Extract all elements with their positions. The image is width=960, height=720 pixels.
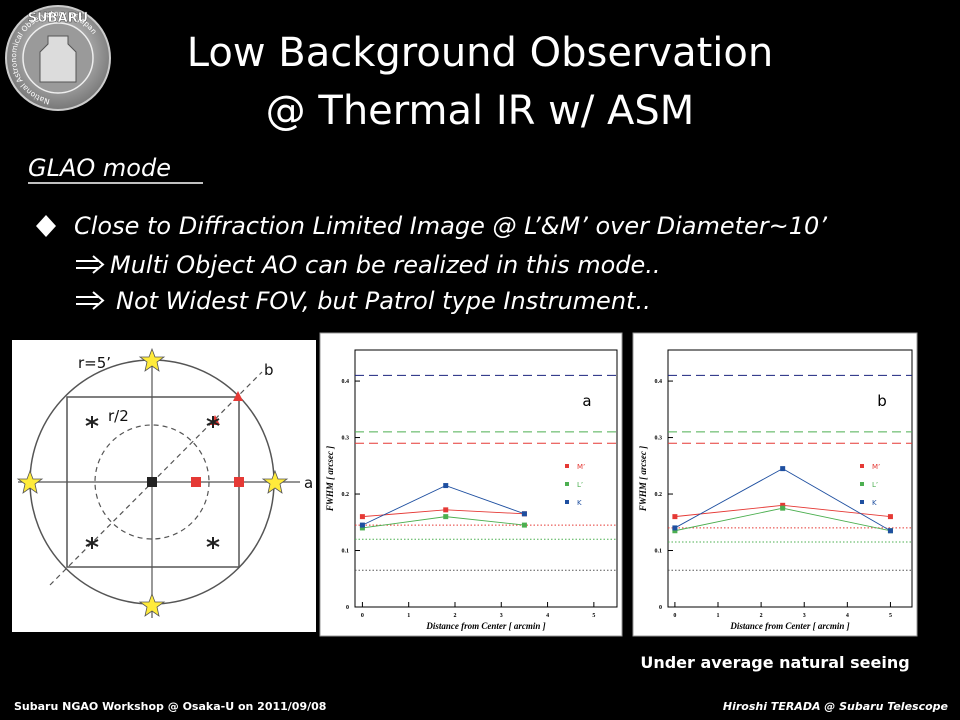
point bbox=[672, 525, 678, 531]
point bbox=[780, 502, 786, 508]
caption: Under average natural seeing bbox=[640, 653, 909, 672]
field-diagram: r=5’ b r/2 a bbox=[12, 340, 316, 632]
title-line: Low Background Observation bbox=[187, 30, 773, 76]
implies-arrow bbox=[76, 291, 105, 310]
stars bbox=[16, 347, 289, 617]
y-axis-label: FWHM [ arcsec ] bbox=[638, 446, 648, 512]
point bbox=[780, 505, 786, 511]
legend-label: L’ bbox=[577, 481, 583, 489]
y-tick-label: 0 bbox=[346, 605, 349, 611]
bullet: Multi Object AO can be realized in this … bbox=[110, 251, 661, 279]
y-tick-label: 0.4 bbox=[655, 379, 663, 385]
star bbox=[138, 347, 166, 372]
footer-left: Subaru NGAO Workshop @ Osaka-U on 2011/0… bbox=[14, 700, 326, 713]
y-tick-label: 0 bbox=[659, 605, 662, 611]
legend-swatch bbox=[565, 500, 569, 504]
y-tick-label: 0.3 bbox=[342, 436, 350, 442]
x-tick-label: 0 bbox=[361, 613, 364, 619]
bullet: Not Widest FOV, but Patrol type Instrume… bbox=[116, 287, 651, 315]
point bbox=[521, 511, 527, 517]
diagram-label: r=5’ bbox=[78, 354, 111, 372]
chart: 0 0.1 0.2 0.3 0.4 0 1 2 3 4 5 Distance from Center … bbox=[319, 332, 623, 637]
point bbox=[672, 528, 678, 534]
section-heading: GLAO mode bbox=[28, 154, 171, 182]
chart-panel bbox=[632, 332, 918, 637]
point bbox=[443, 507, 449, 513]
legend-swatch bbox=[860, 482, 864, 486]
x-tick-label: 5 bbox=[592, 613, 595, 619]
plot-frame bbox=[354, 349, 618, 608]
x-tick-label: 2 bbox=[453, 613, 456, 619]
star bbox=[138, 592, 166, 617]
marker bbox=[191, 477, 201, 487]
x-tick-label: 3 bbox=[500, 613, 503, 619]
y-tick-label: 0.4 bbox=[342, 379, 350, 385]
legend-swatch bbox=[860, 500, 864, 504]
point bbox=[887, 514, 893, 520]
chart: 0 0.1 0.2 0.3 0.4 0 1 2 3 4 5 Distance from Center … bbox=[632, 332, 918, 637]
chart-panel bbox=[319, 332, 623, 637]
x-tick-label: 4 bbox=[546, 613, 549, 619]
point bbox=[672, 514, 678, 520]
asterisks bbox=[85, 416, 220, 549]
point bbox=[359, 522, 365, 528]
y-tick-label: 0.1 bbox=[655, 549, 663, 555]
diagram-panel bbox=[12, 340, 316, 632]
x-tick-label: 0 bbox=[673, 613, 676, 619]
diagram-label: r/2 bbox=[108, 407, 129, 425]
panel-label: a bbox=[582, 392, 591, 410]
legend-label: K bbox=[872, 499, 877, 507]
logo-building bbox=[39, 35, 77, 83]
y-axis-label: FWHM [ arcsec ] bbox=[325, 446, 335, 512]
y-tick-label: 0.2 bbox=[342, 492, 350, 498]
legend-swatch bbox=[565, 482, 569, 486]
diagram-label: b bbox=[264, 361, 274, 379]
x-tick-label: 2 bbox=[760, 613, 763, 619]
point bbox=[359, 525, 365, 531]
x-tick-label: 5 bbox=[889, 613, 892, 619]
legend-swatch bbox=[565, 464, 569, 468]
legend-label: K bbox=[577, 499, 582, 507]
legend-label: M’ bbox=[872, 463, 880, 471]
x-tick-label: 4 bbox=[846, 613, 849, 619]
title-line: @ Thermal IR w/ ASM bbox=[266, 88, 695, 134]
marker bbox=[234, 477, 244, 487]
point bbox=[887, 528, 893, 534]
center-marker bbox=[147, 477, 157, 487]
x-axis-label: Distance from Center [ arcmin ] bbox=[425, 621, 545, 631]
implies-arrow bbox=[76, 255, 105, 274]
legend-swatch bbox=[860, 464, 864, 468]
marker bbox=[233, 391, 243, 401]
x-tick-label: 1 bbox=[407, 613, 410, 619]
legend-label: M’ bbox=[577, 463, 585, 471]
x-tick-label: 3 bbox=[803, 613, 806, 619]
x-axis-label: Distance from Center [ arcmin ] bbox=[729, 621, 849, 631]
point bbox=[359, 514, 365, 520]
y-tick-label: 0.1 bbox=[342, 549, 350, 555]
point bbox=[521, 522, 527, 528]
bullet: Close to Diffraction Limited Image @ L’&… bbox=[74, 212, 827, 240]
point bbox=[443, 514, 449, 520]
panel-label: b bbox=[877, 392, 887, 410]
charts: 0 0.1 0.2 0.3 0.4 0 1 2 3 4 5 Distance from Center … bbox=[319, 332, 918, 637]
star bbox=[261, 469, 289, 494]
y-tick-label: 0.3 bbox=[655, 436, 663, 442]
plot-frame bbox=[667, 349, 913, 608]
y-tick-label: 0.2 bbox=[655, 492, 663, 498]
legend-label: L’ bbox=[872, 481, 878, 489]
logo: SUBARU National Astronomical Observatory… bbox=[5, 5, 111, 111]
diagram-label: a bbox=[304, 474, 313, 492]
x-tick-label: 1 bbox=[717, 613, 720, 619]
point bbox=[780, 466, 786, 472]
bullet-diamond bbox=[36, 215, 56, 237]
logo-name: SUBARU bbox=[28, 11, 88, 26]
footer-right: Hiroshi TERADA @ Subaru Telescope bbox=[723, 700, 949, 713]
point bbox=[443, 483, 449, 489]
star bbox=[16, 469, 44, 494]
